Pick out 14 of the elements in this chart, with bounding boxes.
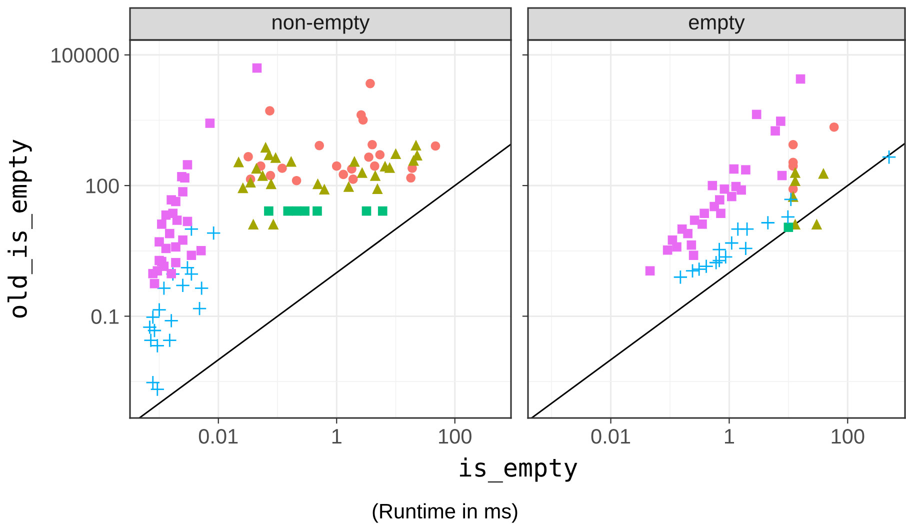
x-tick-label: 1 [332, 429, 342, 444]
x-tick-label: 1 [725, 429, 734, 444]
x-tick-label: 0.01 [198, 428, 238, 444]
y-axis-title: old_is_empty [7, 140, 33, 318]
text: (Runtime in ms) [372, 503, 518, 523]
x-axis-title: is_empty [460, 458, 578, 482]
x-tick-label: 100 [439, 428, 472, 444]
x-tick-label: 100 [832, 428, 864, 444]
chart-title: non-empty [272, 16, 370, 34]
x-tick-label: 0.01 [591, 428, 630, 444]
y-tick-label: 100 [86, 178, 119, 194]
y-tick-label: 0.1 [91, 309, 119, 324]
chart-title: empty [689, 16, 745, 34]
y-tick-label: 100000 [52, 48, 119, 63]
